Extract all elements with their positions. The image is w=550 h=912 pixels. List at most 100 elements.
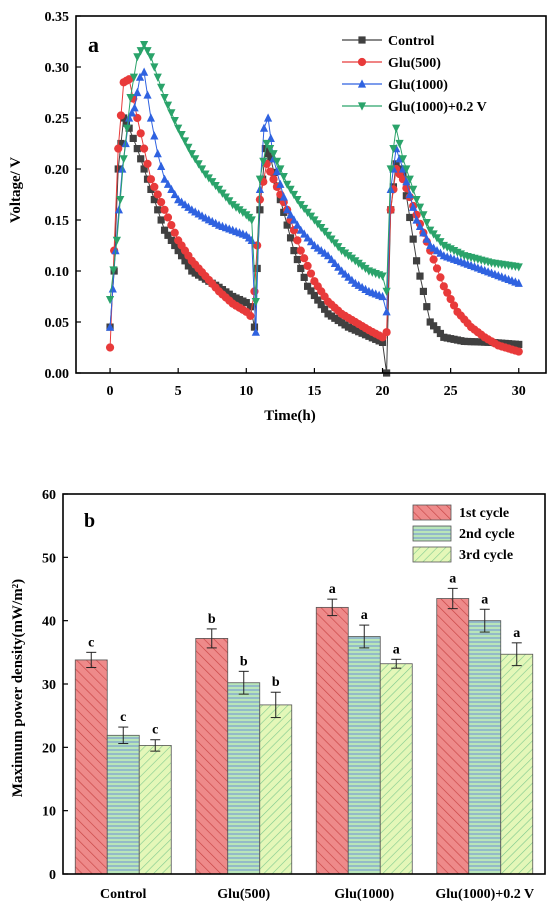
data-point: [255, 175, 265, 184]
data-point: [351, 257, 360, 266]
data-point: [259, 157, 268, 166]
data-point: [439, 282, 448, 291]
data-point: [157, 161, 166, 171]
data-point: [266, 145, 275, 154]
data-point: [194, 160, 203, 169]
data-point: [160, 174, 169, 183]
data-point: [354, 259, 363, 268]
data-point: [170, 189, 179, 199]
significance-letter: a: [513, 626, 520, 641]
data-point: [402, 165, 411, 174]
data-point: [160, 94, 169, 103]
data-point: [184, 143, 193, 152]
panel-a-ylabel: Voltage/ V: [8, 157, 24, 223]
data-point: [386, 165, 395, 174]
data-point: [412, 196, 421, 205]
series-3: [105, 40, 523, 307]
data-point: [117, 139, 125, 148]
data-point: [116, 196, 125, 205]
data-point: [289, 215, 299, 224]
data-point: [130, 103, 139, 112]
data-point: [347, 254, 356, 263]
data-point: [357, 262, 367, 271]
data-point: [105, 295, 115, 305]
data-point: [163, 213, 173, 222]
data-point: [276, 165, 285, 174]
data-point: [247, 216, 256, 225]
data-point: [422, 234, 431, 243]
panel-a-legend: Control Glu(500) Glu(1000) Glu(1000)+0.2 V: [342, 34, 487, 115]
bar: [315, 606, 349, 875]
data-point: [337, 247, 346, 256]
data-point: [303, 233, 312, 242]
data-point: [415, 221, 425, 230]
data-point: [247, 235, 256, 244]
data-point: [150, 63, 159, 72]
data-point: [412, 257, 421, 265]
data-point: [170, 228, 179, 237]
data-point: [269, 150, 278, 159]
data-point: [306, 237, 316, 246]
data-point: [330, 258, 339, 267]
significance-letter: b: [240, 654, 248, 669]
data-point: [114, 144, 123, 153]
data-point: [402, 177, 411, 186]
data-point: [146, 53, 156, 62]
data-point: [419, 211, 428, 220]
bar: [106, 734, 140, 875]
data-point: [344, 252, 353, 261]
legend-label: 3rd cycle: [459, 548, 513, 563]
data-point: [129, 73, 138, 82]
panel-b-ylabel: Maximum power density(mW/m²): [10, 579, 26, 797]
x-tick-label: Glu(1000)+0.2 V: [435, 887, 534, 902]
data-point: [143, 159, 152, 168]
y-tick-label: 0.25: [45, 112, 70, 127]
data-point: [419, 228, 428, 237]
legend-entry: Glu(1000): [342, 78, 448, 93]
data-point: [266, 167, 275, 176]
data-point: [262, 139, 271, 149]
data-point: [314, 296, 322, 304]
panel-a-series-layer: [105, 40, 523, 377]
y-tick-label: 0.30: [45, 61, 70, 76]
data-point: [187, 150, 196, 159]
data-point: [334, 262, 343, 271]
data-point: [323, 251, 333, 260]
x-tick-label: Glu(1000): [334, 887, 394, 902]
data-point: [382, 307, 391, 316]
data-point: [340, 249, 350, 258]
data-point: [259, 123, 269, 132]
data-point: [514, 263, 523, 272]
y-tick-label: 60: [42, 488, 56, 503]
data-point: [293, 196, 302, 205]
bar: [347, 636, 381, 875]
data-point: [426, 318, 434, 326]
data-point: [177, 130, 186, 140]
data-point: [125, 113, 134, 122]
panel-b-xticks: Control Glu(500) Glu(1000) Glu(1000)+0.2 V: [100, 887, 534, 902]
data-point: [153, 149, 162, 158]
panel-b-label: b: [84, 510, 95, 532]
y-tick-label: 30: [42, 678, 56, 693]
y-tick-label: 20: [42, 741, 56, 756]
data-point: [251, 298, 260, 307]
legend-label: Control: [388, 34, 435, 49]
data-point: [327, 254, 336, 264]
data-point: [126, 94, 135, 103]
data-point: [140, 165, 148, 173]
data-point: [286, 234, 295, 242]
panel-b-legend: 1st cycle 2nd cycle 3rd cycle: [412, 504, 515, 563]
bar: [195, 638, 229, 875]
bar: [468, 620, 502, 875]
significance-letter: a: [481, 592, 488, 607]
data-point: [127, 108, 136, 117]
x-tick-label: 10: [239, 384, 253, 399]
data-point: [286, 185, 295, 194]
data-point: [279, 173, 288, 182]
legend-label: Glu(1000): [388, 78, 448, 93]
y-tick-label: 10: [42, 805, 56, 820]
data-point: [300, 229, 309, 238]
data-point: [307, 287, 315, 295]
legend-swatch: [412, 546, 452, 563]
panel-a: 0.00 0.05 0.10 0.15 0.20 0.25 0.30 0.35 0 5 10 15 2…: [8, 10, 547, 424]
